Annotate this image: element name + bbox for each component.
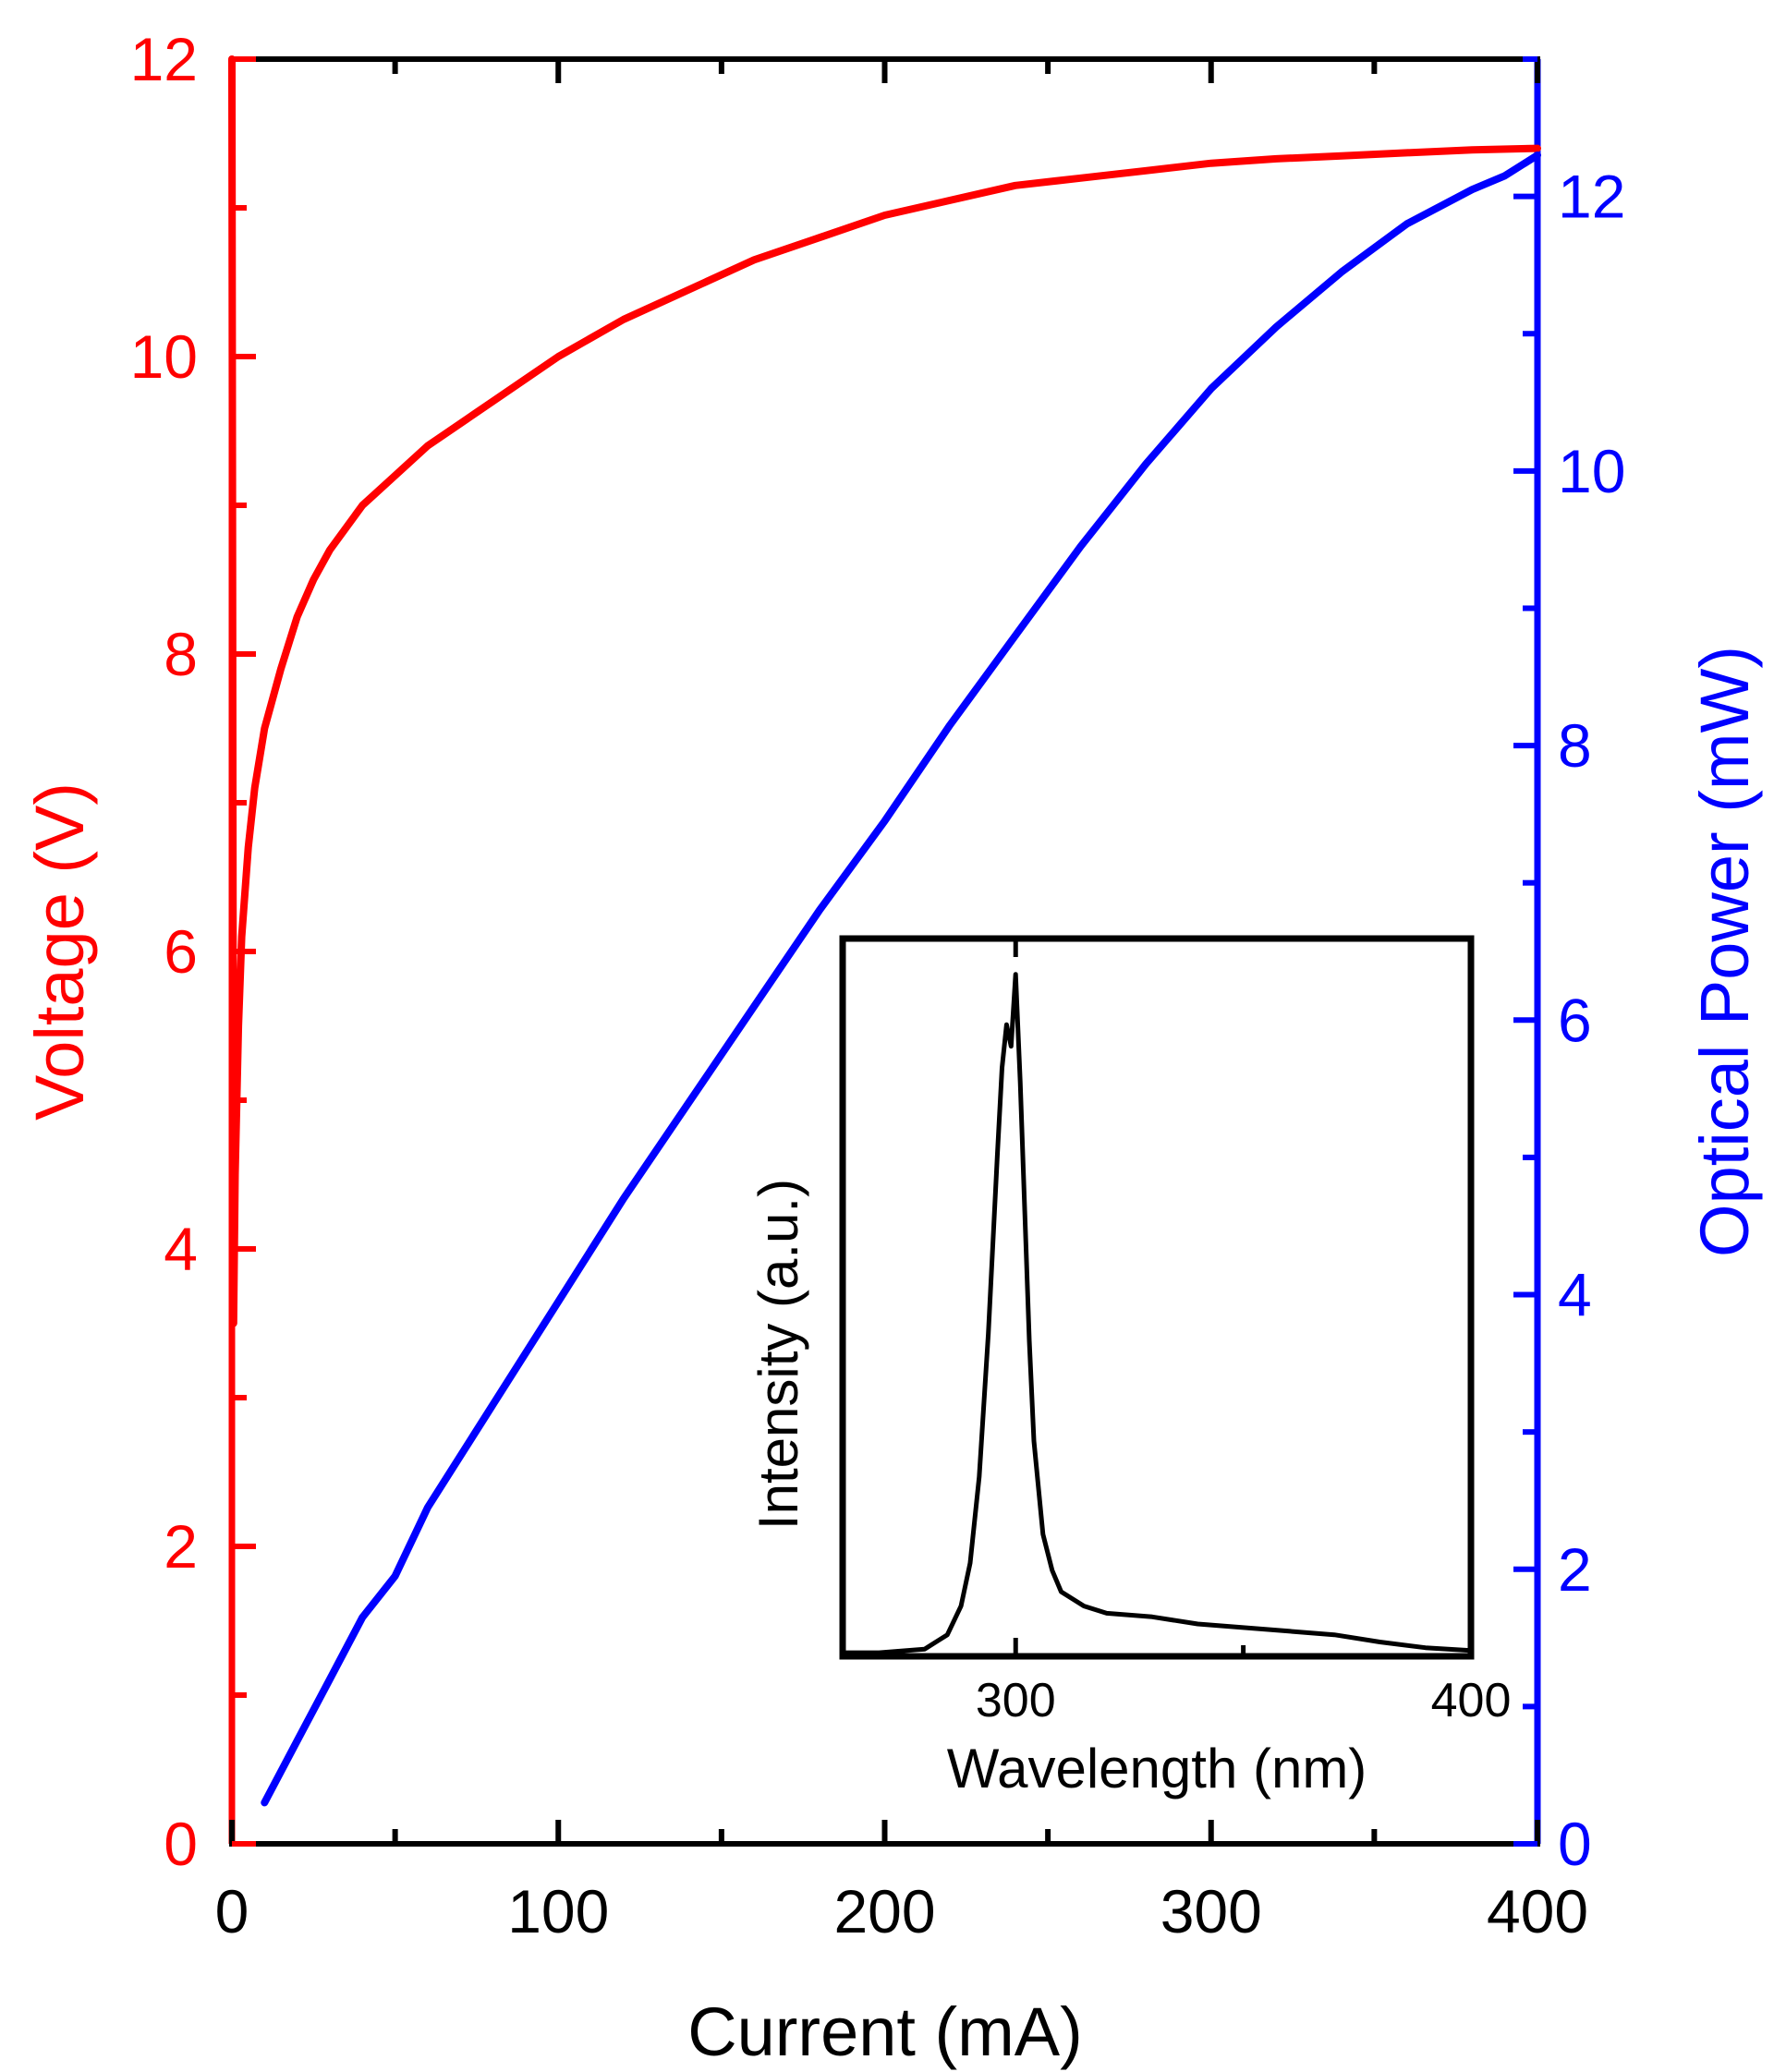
y-tick-label: 6	[164, 917, 198, 986]
x-tick-label: 100	[507, 1877, 609, 1945]
x-tick-label: 200	[833, 1877, 935, 1945]
inset-x-tick-label: 400	[1431, 1674, 1512, 1727]
y-tick-label: 4	[164, 1215, 198, 1283]
optical-power-series-line	[261, 151, 1541, 1807]
x-tick-label: 300	[1160, 1877, 1262, 1945]
voltage-series-line	[228, 55, 1541, 1327]
y-tick-label: 0	[164, 1810, 198, 1878]
x-tick-label: 0	[215, 1877, 249, 1945]
y-tick-label: 10	[130, 322, 198, 391]
inset-frame	[839, 935, 1475, 1660]
y-tick-label: 8	[164, 620, 198, 688]
y2-tick-label: 2	[1558, 1535, 1592, 1604]
x-tick-label: 400	[1487, 1877, 1588, 1945]
y2-tick-label: 12	[1558, 163, 1625, 231]
y2-tick-label: 0	[1558, 1810, 1592, 1878]
inset-y-axis-title: Intensity (a.u.)	[747, 1179, 809, 1530]
y2-tick-label: 10	[1558, 437, 1625, 505]
inset-background	[843, 939, 1471, 1656]
intensity-spectrum-line	[843, 972, 1472, 1655]
inset-x-tick-label: 300	[976, 1674, 1056, 1727]
x-axis-title: Current (mA)	[687, 1993, 1083, 2070]
y2-tick-label: 4	[1558, 1261, 1592, 1329]
y-tick-label: 12	[130, 25, 198, 93]
y-axis-title: Voltage (V)	[21, 782, 98, 1121]
y2-tick-label: 6	[1558, 986, 1592, 1054]
y2-tick-label: 8	[1558, 711, 1592, 780]
y2-axis-title: Optical Power (mW)	[1686, 646, 1763, 1257]
y-tick-label: 2	[164, 1512, 198, 1581]
inset-x-axis-title: Wavelength (nm)	[947, 1738, 1367, 1799]
